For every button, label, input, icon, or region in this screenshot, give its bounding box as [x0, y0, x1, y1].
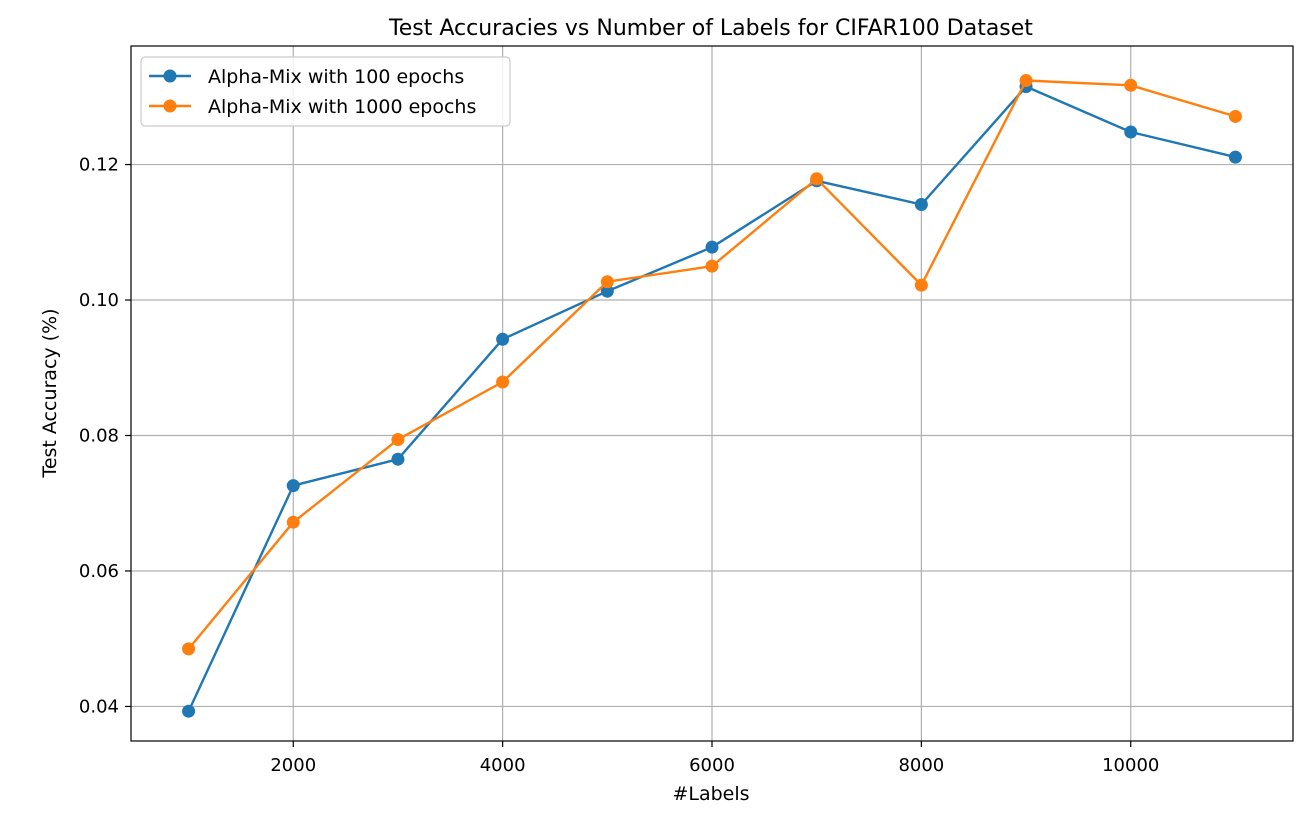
chart-title: Test Accuracies vs Number of Labels for …: [388, 16, 1033, 41]
data-point: [286, 479, 300, 493]
data-point: [496, 332, 510, 346]
y-tick-label: 0.10: [79, 290, 119, 311]
data-point: [1124, 78, 1138, 92]
y-axis-label: Test Accuracy (%): [39, 308, 61, 478]
data-point: [1019, 74, 1033, 88]
x-axis-label: #Labels: [672, 783, 749, 805]
y-tick-label: 0.04: [79, 696, 119, 717]
data-point: [391, 433, 405, 447]
data-point: [914, 278, 928, 292]
data-point: [286, 515, 300, 529]
legend-box: [140, 56, 511, 127]
data-point: [1228, 109, 1242, 123]
data-point: [600, 275, 614, 289]
legend-label: Alpha-Mix with 100 epochs: [208, 66, 464, 88]
legend-marker: [163, 99, 177, 113]
grid: [131, 46, 1293, 741]
y-tick-label: 0.06: [79, 561, 119, 582]
x-tick-label: 2000: [270, 755, 316, 776]
legend-label: Alpha-Mix with 1000 epochs: [208, 96, 476, 118]
data-point: [496, 375, 510, 389]
data-point: [810, 172, 824, 186]
legend-item: Alpha-Mix with 1000 epochs: [149, 96, 476, 118]
data-point: [705, 240, 719, 254]
data-point: [182, 704, 196, 718]
y-tick-label: 0.08: [79, 425, 119, 446]
x-tick-label: 4000: [480, 755, 526, 776]
x-tick-label: 10000: [1102, 755, 1159, 776]
ticks: 2000 4000 6000 8000 10000 0.04 0.06 0.08 0.10 0.1…: [79, 155, 1159, 776]
legend: Alpha-Mix with 100 epochs Alpha-Mix with …: [140, 56, 511, 127]
x-tick-label: 8000: [898, 755, 944, 776]
data-point: [705, 259, 719, 273]
data-point: [914, 198, 928, 212]
x-tick-label: 6000: [689, 755, 735, 776]
legend-marker: [163, 69, 177, 83]
data-point: [182, 642, 196, 656]
data-point: [1124, 125, 1138, 139]
y-tick-label: 0.12: [79, 155, 119, 176]
data-point: [600, 284, 614, 298]
data-point: [391, 452, 405, 466]
legend-item: Alpha-Mix with 100 epochs: [149, 66, 464, 88]
series-layer: [182, 74, 1242, 718]
series-2: [182, 74, 1242, 656]
data-point: [1228, 150, 1242, 164]
